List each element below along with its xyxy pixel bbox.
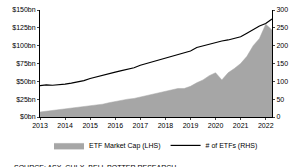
svg-text:2022: 2022 [258,122,274,129]
svg-text:2018: 2018 [158,122,174,129]
svg-text:$0bn: $0bn [20,113,36,120]
svg-text:250: 250 [276,24,288,31]
svg-text:2013: 2013 [32,122,48,129]
svg-text:2021: 2021 [233,122,249,129]
svg-text:SOURCE: ASX, CHI-X, BELL POTTE: SOURCE: ASX, CHI-X, BELL POTTER RESEARCH… [14,164,178,167]
svg-text:2015: 2015 [82,122,98,129]
svg-text:ETF Market Cap (LHS): ETF Market Cap (LHS) [89,142,161,150]
svg-text:$25bn: $25bn [16,96,36,103]
svg-text:0: 0 [276,113,280,120]
svg-text:$100bn: $100bn [12,42,35,49]
svg-text:150: 150 [276,60,288,67]
svg-text:$150bn: $150bn [12,6,35,13]
svg-text:$75bn: $75bn [16,60,36,67]
svg-text:2020: 2020 [208,122,224,129]
svg-text:$50bn: $50bn [16,78,36,85]
svg-text:2019: 2019 [183,122,199,129]
svg-text:$125bn: $125bn [12,24,35,31]
svg-text:50: 50 [276,96,284,103]
svg-text:2016: 2016 [107,122,123,129]
svg-text:2017: 2017 [133,122,149,129]
svg-text:2014: 2014 [57,122,73,129]
svg-text:300: 300 [276,6,288,13]
svg-text:100: 100 [276,78,288,85]
svg-text:200: 200 [276,42,288,49]
svg-text:# of ETFs (RHS): # of ETFs (RHS) [206,142,258,150]
